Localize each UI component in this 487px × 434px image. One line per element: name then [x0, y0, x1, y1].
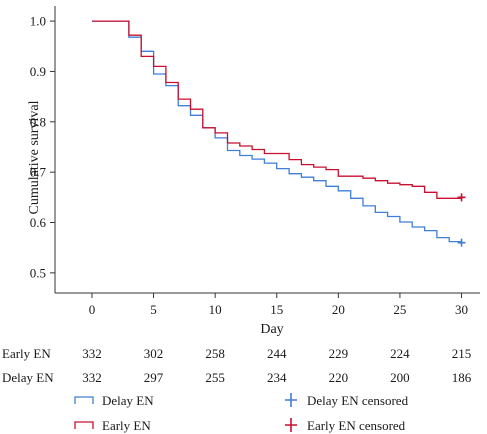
x-tick-label: 15	[270, 302, 283, 317]
risk-count-delay-en: 186	[452, 370, 472, 385]
legend-label-early-en: Early EN	[102, 418, 151, 433]
x-tick-label: 5	[150, 302, 157, 317]
legend-swatch-early-en	[74, 421, 94, 429]
y-tick-label: 1.0	[30, 14, 46, 29]
legend-label-delay-en-censored: Delay EN censored	[307, 393, 409, 408]
x-tick-label: 10	[209, 302, 222, 317]
early-en-censored-marker	[457, 193, 466, 202]
early-en-survival-curve	[92, 20, 462, 199]
y-tick-label: 0.7	[30, 165, 47, 180]
legend-swatch-early-en-censored	[285, 418, 297, 432]
y-tick-label: 0.9	[30, 64, 46, 79]
risk-count-delay-en: 200	[390, 370, 410, 385]
y-tick-label: 0.5	[30, 265, 46, 280]
risk-count-delay-en: 332	[82, 370, 102, 385]
y-axis-label: Cumulative survival	[27, 100, 42, 214]
risk-count-early-en: 332	[82, 346, 102, 361]
risk-count-early-en: 224	[390, 346, 410, 361]
legend-swatch-delay-en-censored	[285, 393, 297, 407]
legend-swatch-delay-en	[74, 396, 94, 404]
x-tick-label: 25	[393, 302, 406, 317]
x-axis-label: Day	[260, 322, 283, 337]
delay-en-survival-curve	[92, 20, 463, 244]
risk-count-early-en: 244	[267, 346, 287, 361]
risk-row-label-delay-en: Delay EN	[2, 370, 54, 385]
delay-en-censored-marker	[457, 238, 466, 247]
risk-count-delay-en: 234	[267, 370, 287, 385]
risk-count-delay-en: 297	[144, 370, 164, 385]
x-tick-label: 0	[89, 302, 96, 317]
x-tick-label: 30	[455, 302, 468, 317]
risk-count-early-en: 229	[329, 346, 349, 361]
risk-row-label-early-en: Early EN	[2, 346, 51, 361]
y-tick-label: 0.8	[30, 114, 46, 129]
risk-count-early-en: 302	[144, 346, 164, 361]
y-tick-label: 0.6	[30, 215, 47, 230]
risk-count-early-en: 215	[452, 346, 472, 361]
legend-label-delay-en: Delay EN	[102, 393, 154, 408]
risk-count-early-en: 258	[205, 346, 225, 361]
risk-count-delay-en: 255	[205, 370, 225, 385]
legend-label-early-en-censored: Early EN censored	[307, 418, 406, 433]
risk-count-delay-en: 220	[329, 370, 349, 385]
x-tick-label: 20	[332, 302, 345, 317]
